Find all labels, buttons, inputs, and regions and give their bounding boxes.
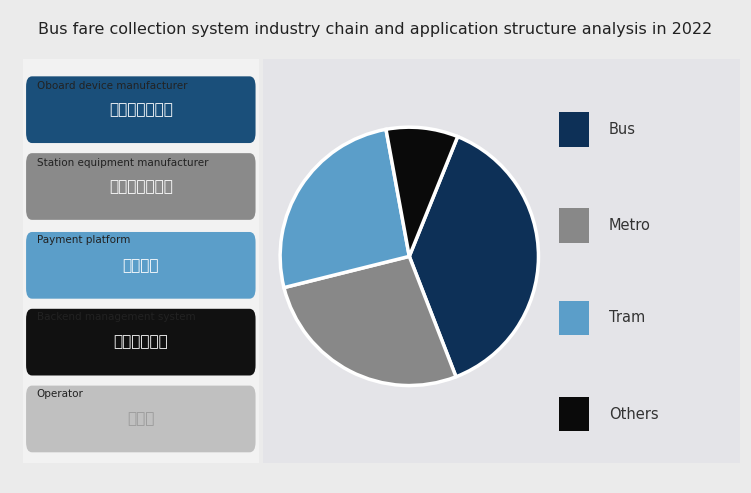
FancyBboxPatch shape [13,43,269,480]
FancyBboxPatch shape [26,153,255,220]
FancyBboxPatch shape [26,232,255,299]
Wedge shape [409,137,538,377]
Text: Operator: Operator [37,388,83,399]
FancyBboxPatch shape [26,386,255,452]
FancyBboxPatch shape [249,47,751,476]
Text: 运营商: 运营商 [127,412,155,426]
Text: 后台管理系统: 后台管理系统 [113,335,168,350]
Text: Bus fare collection system industry chain and application structure analysis in : Bus fare collection system industry chai… [38,22,713,37]
Text: Bus: Bus [609,122,636,137]
Text: 车站设备制造商: 车站设备制造商 [109,179,173,194]
Text: Oboard device manufacturer: Oboard device manufacturer [37,81,187,91]
FancyBboxPatch shape [559,397,590,431]
Text: Others: Others [609,407,659,422]
Wedge shape [386,127,457,256]
Text: 车载设备制造商: 车载设备制造商 [109,102,173,117]
Wedge shape [284,256,456,386]
Text: Metro: Metro [609,218,651,233]
FancyBboxPatch shape [559,209,590,243]
Wedge shape [280,129,409,287]
Text: Tram: Tram [609,311,645,325]
Text: 支付平台: 支付平台 [122,258,159,273]
Text: Payment platform: Payment platform [37,235,130,245]
FancyBboxPatch shape [559,301,590,335]
FancyBboxPatch shape [26,76,255,143]
Text: Station equipment manufacturer: Station equipment manufacturer [37,158,208,168]
Text: Backend management system: Backend management system [37,312,195,322]
FancyBboxPatch shape [26,309,255,376]
FancyBboxPatch shape [559,112,590,147]
